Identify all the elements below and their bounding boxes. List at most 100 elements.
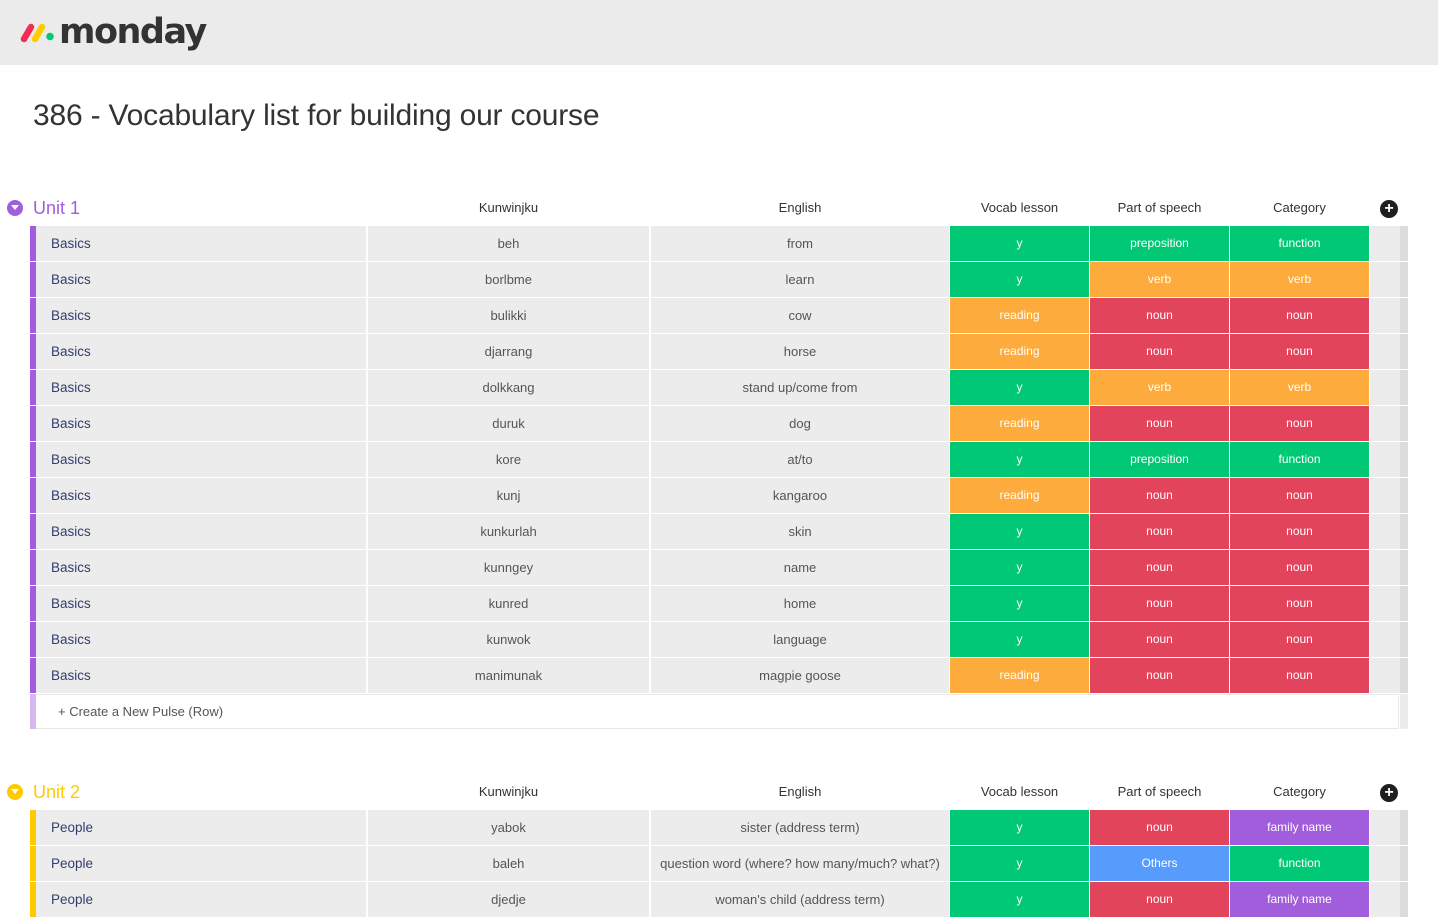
empty-cell[interactable] [1370,882,1400,917]
kunwinjku-cell[interactable]: duruk [368,406,649,441]
kunwinjku-cell[interactable]: dolkkang [368,370,649,405]
collapse-group-icon[interactable] [7,200,23,216]
category-status[interactable]: function [1230,442,1369,477]
pulse-name-cell[interactable]: Basics [36,514,366,549]
part-of-speech-status[interactable]: preposition [1090,442,1229,477]
pulse-name-cell[interactable]: Basics [36,622,366,657]
empty-cell[interactable] [1370,298,1400,333]
table-row[interactable]: Basics borlbme learn y verb verb [0,262,1438,298]
kunwinjku-cell[interactable]: kunj [368,478,649,513]
empty-cell[interactable] [1370,810,1400,845]
column-header-category[interactable]: Category [1273,784,1326,799]
category-status[interactable]: family name [1230,882,1369,917]
empty-cell[interactable] [1370,622,1400,657]
empty-cell[interactable] [1370,478,1400,513]
table-row[interactable]: Basics dolkkang stand up/come from y verb ver… [0,370,1438,406]
english-cell[interactable]: learn [651,262,949,297]
category-status[interactable]: noun [1230,658,1369,693]
vocab-lesson-status[interactable]: y [950,370,1089,405]
column-header-vocab-lesson[interactable]: Vocab lesson [980,784,1059,799]
empty-cell[interactable] [1370,370,1400,405]
english-cell[interactable]: skin [651,514,949,549]
empty-cell[interactable] [1370,550,1400,585]
table-row[interactable]: Basics kore at/to y preposition function [0,442,1438,478]
empty-cell[interactable] [1370,406,1400,441]
category-status[interactable]: function [1230,226,1369,261]
kunwinjku-cell[interactable]: beh [368,226,649,261]
part-of-speech-status[interactable]: preposition [1090,226,1229,261]
pulse-name-cell[interactable]: People [36,810,366,845]
english-cell[interactable]: question word (where? how many/much? wha… [651,846,949,881]
add-column-icon[interactable]: + [1380,200,1398,218]
vocab-lesson-status[interactable]: y [950,514,1089,549]
part-of-speech-status[interactable]: noun [1090,406,1229,441]
kunwinjku-cell[interactable]: kunngey [368,550,649,585]
empty-cell[interactable] [1370,658,1400,693]
add-column-icon[interactable]: + [1380,784,1398,802]
table-row[interactable]: Basics bulikki cow reading noun noun [0,298,1438,334]
vocab-lesson-status[interactable]: reading [950,478,1089,513]
category-status[interactable]: family name [1230,810,1369,845]
group-title[interactable]: Unit 1 [33,198,81,218]
column-header-english[interactable]: English [778,200,822,215]
table-row[interactable]: Basics kunj kangaroo reading noun noun [0,478,1438,514]
collapse-group-icon[interactable] [7,784,23,800]
part-of-speech-status[interactable]: noun [1090,622,1229,657]
create-new-pulse-row[interactable]: + Create a New Pulse (Row) [0,694,1438,730]
empty-cell[interactable] [1370,334,1400,369]
pulse-name-cell[interactable]: Basics [36,442,366,477]
vocab-lesson-status[interactable]: y [950,262,1089,297]
kunwinjku-cell[interactable]: kunkurlah [368,514,649,549]
part-of-speech-status[interactable]: noun [1090,810,1229,845]
table-row[interactable]: Basics kunred home y noun noun [0,586,1438,622]
vocab-lesson-status[interactable]: y [950,810,1089,845]
category-status[interactable]: noun [1230,586,1369,621]
empty-cell[interactable] [1370,586,1400,621]
part-of-speech-status[interactable]: noun [1090,550,1229,585]
vocab-lesson-status[interactable]: y [950,226,1089,261]
vocab-lesson-status[interactable]: y [950,550,1089,585]
vocab-lesson-status[interactable]: y [950,622,1089,657]
new-pulse-input-box[interactable] [36,694,1399,729]
part-of-speech-status[interactable]: noun [1090,298,1229,333]
monday-logo[interactable]: monday [20,12,207,52]
empty-cell[interactable] [1370,846,1400,881]
table-row[interactable]: Basics djarrang horse reading noun noun [0,334,1438,370]
kunwinjku-cell[interactable]: djarrang [368,334,649,369]
vocab-lesson-status[interactable]: y [950,442,1089,477]
category-status[interactable]: noun [1230,550,1369,585]
part-of-speech-status[interactable]: noun [1090,882,1229,917]
pulse-name-cell[interactable]: Basics [36,658,366,693]
vocab-lesson-status[interactable]: reading [950,658,1089,693]
pulse-name-cell[interactable]: Basics [36,226,366,261]
vocab-lesson-status[interactable]: y [950,846,1089,881]
empty-cell[interactable] [1370,442,1400,477]
table-row[interactable]: Basics manimunak magpie goose reading noun no… [0,658,1438,694]
pulse-name-cell[interactable]: Basics [36,334,366,369]
kunwinjku-cell[interactable]: yabok [368,810,649,845]
kunwinjku-cell[interactable]: kore [368,442,649,477]
column-header-vocab-lesson[interactable]: Vocab lesson [980,200,1059,215]
column-header-part-of-speech[interactable]: Part of speech [1117,200,1202,215]
vocab-lesson-status[interactable]: reading [950,334,1089,369]
pulse-name-cell[interactable]: Basics [36,550,366,585]
kunwinjku-cell[interactable]: bulikki [368,298,649,333]
part-of-speech-status[interactable]: Others [1090,846,1229,881]
english-cell[interactable]: name [651,550,949,585]
table-row[interactable]: Basics kunngey name y noun noun [0,550,1438,586]
empty-cell[interactable] [1370,226,1400,261]
pulse-name-cell[interactable]: Basics [36,262,366,297]
table-row[interactable]: Basics kunwok language y noun noun [0,622,1438,658]
part-of-speech-status[interactable]: noun [1090,334,1229,369]
kunwinjku-cell[interactable]: djedje [368,882,649,917]
english-cell[interactable]: language [651,622,949,657]
english-cell[interactable]: at/to [651,442,949,477]
part-of-speech-status[interactable]: noun [1090,478,1229,513]
category-status[interactable]: function [1230,846,1369,881]
kunwinjku-cell[interactable]: baleh [368,846,649,881]
column-header-english[interactable]: English [778,784,822,799]
create-new-pulse-button[interactable]: + Create a New Pulse (Row) [58,704,224,719]
english-cell[interactable]: kangaroo [651,478,949,513]
pulse-name-cell[interactable]: Basics [36,406,366,441]
category-status[interactable]: noun [1230,514,1369,549]
